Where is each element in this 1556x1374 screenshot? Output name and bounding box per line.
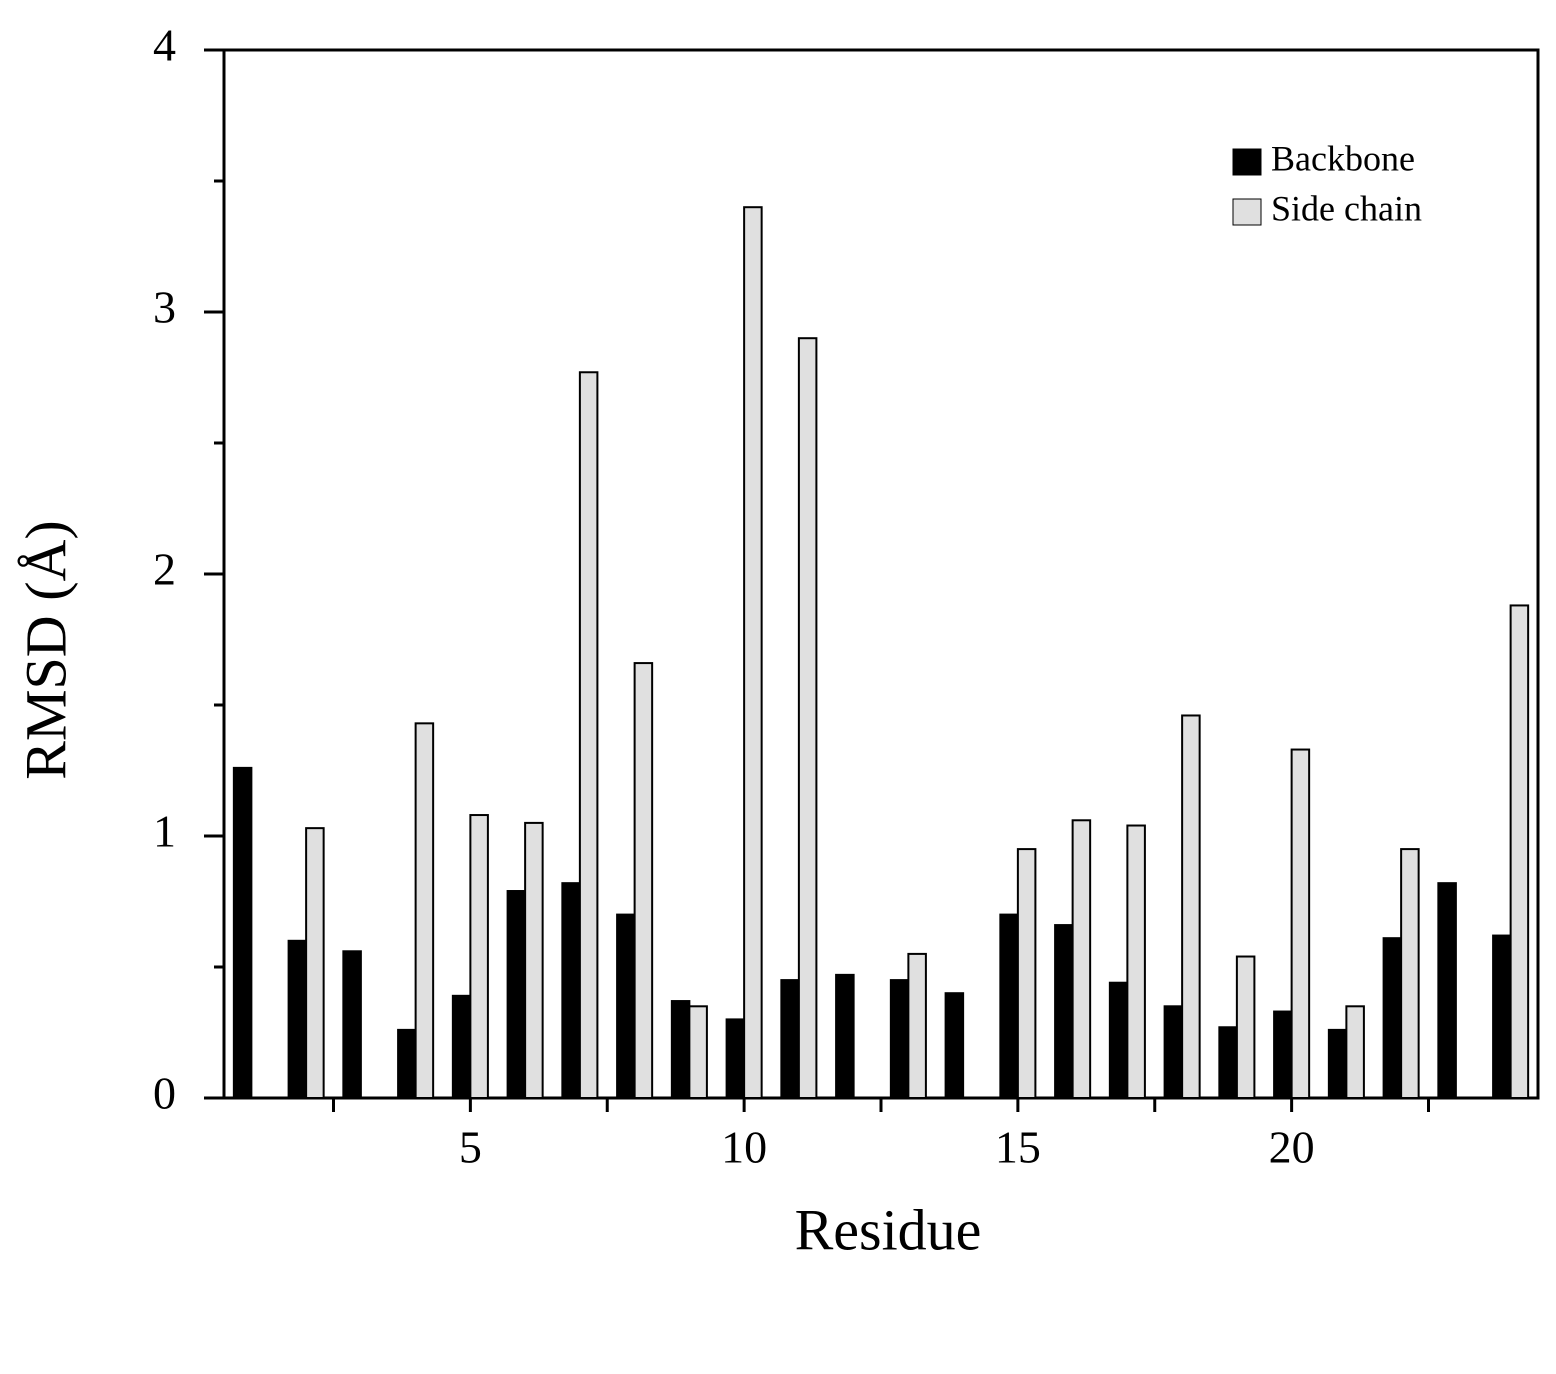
bar [1400, 848, 1420, 1099]
bar [889, 979, 910, 1099]
bar [1437, 882, 1457, 1099]
bar [397, 1028, 417, 1100]
bar [670, 1000, 691, 1099]
bar [1345, 1005, 1365, 1099]
bar [835, 973, 855, 1099]
legend-swatch [1232, 148, 1262, 176]
bar [1054, 924, 1074, 1100]
legend-swatch [1232, 198, 1262, 226]
y-tick-label: 0 [153, 1068, 176, 1119]
legend-text: Backbone [1271, 138, 1415, 178]
bar [1327, 1028, 1348, 1100]
bar [1290, 748, 1311, 1099]
y-tick-label: 1 [153, 806, 176, 857]
bar [616, 913, 636, 1099]
x-tick-label: 10 [721, 1122, 767, 1173]
bar [506, 890, 527, 1100]
x-tick-label: 15 [995, 1122, 1041, 1173]
bar [907, 952, 927, 1100]
bar [469, 814, 489, 1099]
bar [232, 766, 253, 1099]
bar [1492, 934, 1512, 1099]
bar [688, 1005, 708, 1099]
bar [1382, 937, 1403, 1099]
bar [524, 821, 544, 1100]
x-axis-label: Residue [795, 1197, 982, 1262]
bar [743, 206, 763, 1099]
bar [451, 994, 472, 1100]
bar [944, 992, 965, 1100]
bar [1126, 824, 1146, 1100]
bar [1181, 714, 1201, 1099]
y-tick-label: 3 [153, 282, 176, 333]
bar [1509, 604, 1530, 1099]
bar [1273, 1010, 1293, 1099]
bar [1235, 955, 1256, 1100]
bar [797, 337, 818, 1099]
y-tick-label: 2 [153, 544, 176, 595]
bar [1071, 819, 1092, 1100]
bar [287, 939, 308, 1099]
bar [633, 662, 654, 1100]
bar [342, 950, 362, 1100]
y-axis-label: RMSD (Å) [13, 520, 78, 779]
y-tick-label: 4 [153, 20, 176, 71]
bar [414, 722, 435, 1100]
legend-text: Side chain [1271, 188, 1422, 228]
x-tick-label: 20 [1269, 1122, 1315, 1173]
bar [999, 913, 1019, 1099]
bar [1108, 981, 1129, 1099]
bar [725, 1018, 746, 1100]
bar [1016, 848, 1037, 1099]
x-tick-label: 5 [459, 1122, 482, 1173]
bar [1163, 1005, 1184, 1099]
bar [1218, 1026, 1238, 1100]
bar [561, 882, 581, 1099]
bar [780, 979, 800, 1099]
bar [578, 371, 599, 1099]
bar [305, 827, 325, 1099]
